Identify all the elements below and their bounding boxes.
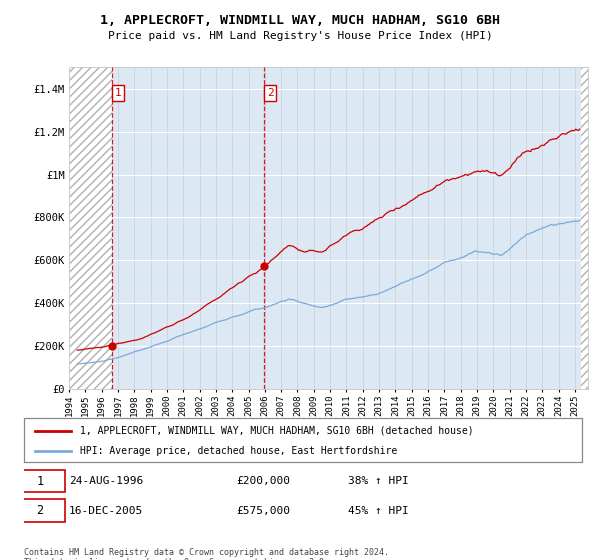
FancyBboxPatch shape [16, 470, 65, 492]
Text: 2: 2 [37, 504, 44, 517]
Text: 24-AUG-1996: 24-AUG-1996 [68, 476, 143, 486]
Text: £575,000: £575,000 [236, 506, 290, 516]
Text: 45% ↑ HPI: 45% ↑ HPI [347, 506, 409, 516]
Text: 1: 1 [37, 474, 44, 488]
FancyBboxPatch shape [16, 500, 65, 522]
Text: £200,000: £200,000 [236, 476, 290, 486]
Text: 16-DEC-2005: 16-DEC-2005 [68, 506, 143, 516]
Text: 1: 1 [115, 88, 121, 98]
Text: 38% ↑ HPI: 38% ↑ HPI [347, 476, 409, 486]
Text: 1, APPLECROFT, WINDMILL WAY, MUCH HADHAM, SG10 6BH: 1, APPLECROFT, WINDMILL WAY, MUCH HADHAM… [100, 14, 500, 27]
Bar [581, 67, 588, 389]
Text: 1, APPLECROFT, WINDMILL WAY, MUCH HADHAM, SG10 6BH (detached house): 1, APPLECROFT, WINDMILL WAY, MUCH HADHAM… [80, 426, 473, 436]
Text: 2: 2 [266, 88, 274, 98]
Text: Price paid vs. HM Land Registry's House Price Index (HPI): Price paid vs. HM Land Registry's House … [107, 31, 493, 41]
Bar [69, 67, 112, 389]
Text: HPI: Average price, detached house, East Hertfordshire: HPI: Average price, detached house, East… [80, 446, 397, 456]
Text: Contains HM Land Registry data © Crown copyright and database right 2024.
This d: Contains HM Land Registry data © Crown c… [24, 548, 389, 560]
